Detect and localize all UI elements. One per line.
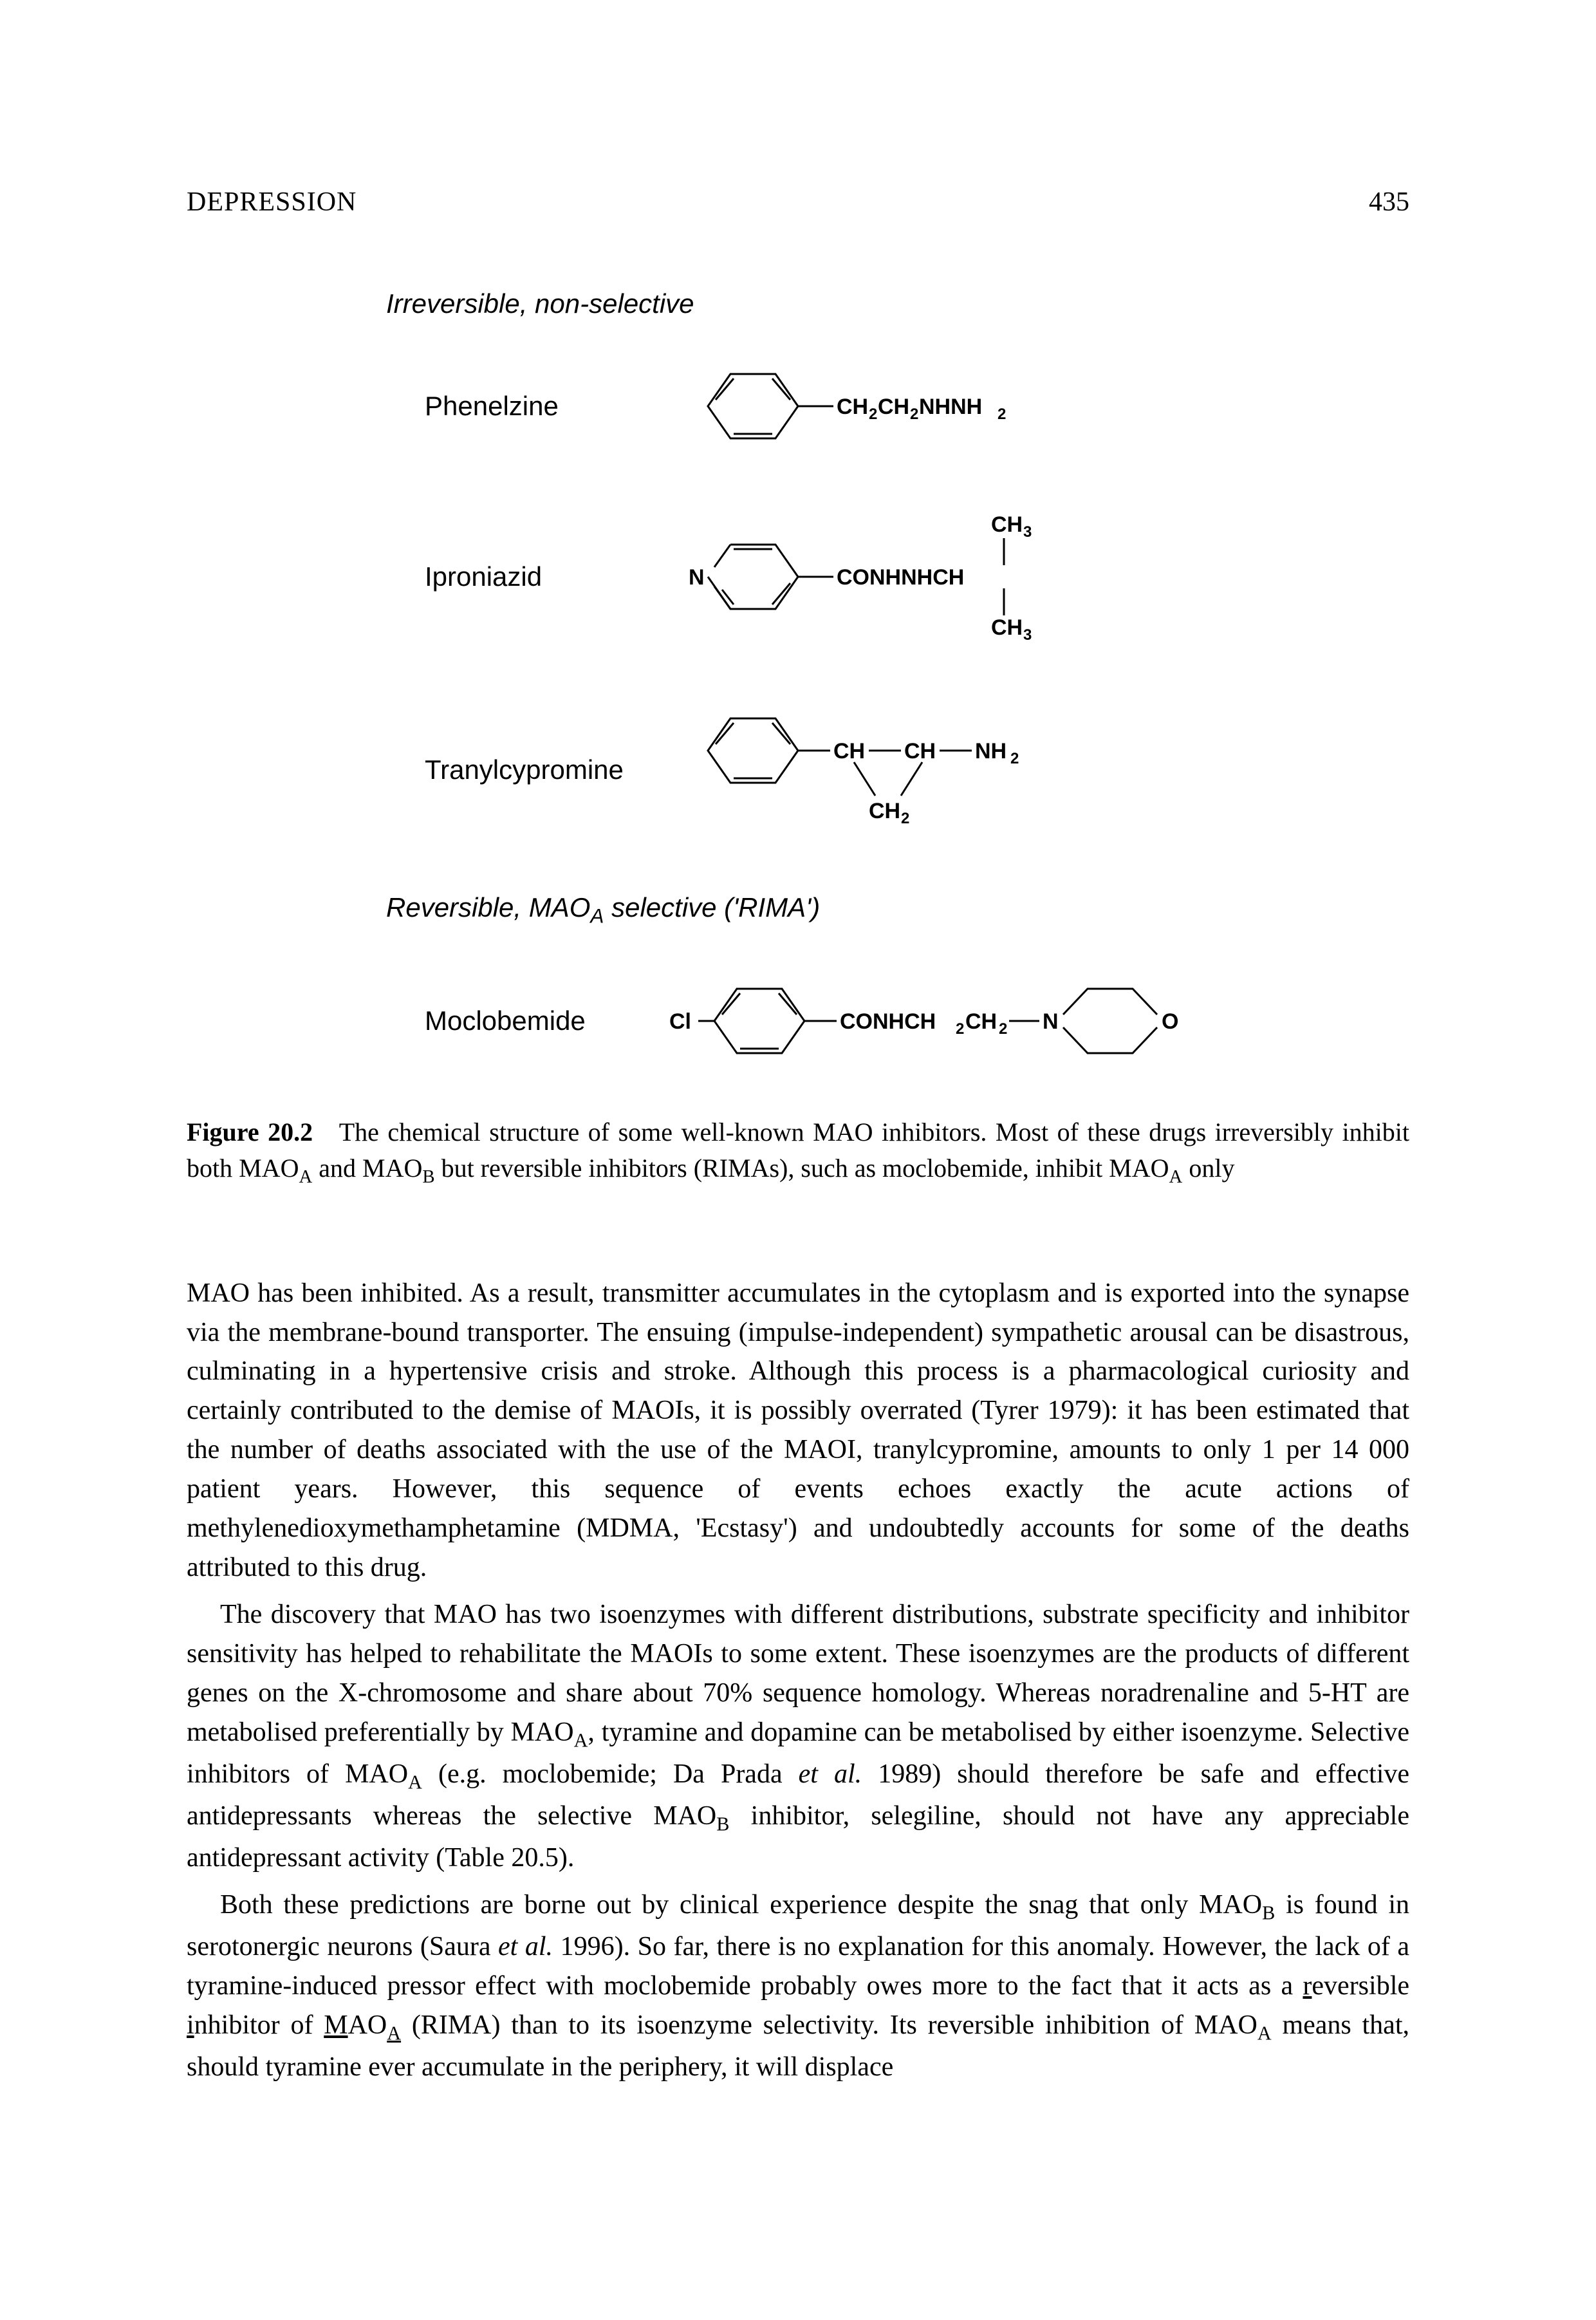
compound-iproniazid: Iproniazid N CONHNHCH CH 3 (425, 506, 1339, 648)
svg-text:2: 2 (869, 406, 877, 423)
page-number: 435 (1369, 187, 1409, 218)
figure-20-2: Irreversible, non-selective Phenelzine C… (257, 288, 1339, 1069)
svg-text:CONHCH: CONHCH (840, 1009, 936, 1034)
compound-label: Moclobemide (425, 1006, 669, 1036)
svg-text:N: N (1043, 1009, 1059, 1034)
figure-label: Figure 20.2 (187, 1118, 313, 1146)
svg-text:2: 2 (1010, 750, 1019, 767)
structure-moclobemide: Cl CONHCH 2 CH 2 N O (669, 973, 1339, 1069)
section-title: DEPRESSION (187, 187, 357, 218)
compound-label: Iproniazid (425, 561, 669, 592)
structure-iproniazid: N CONHNHCH CH 3 CH 3 (669, 506, 1339, 648)
svg-text:Cl: Cl (669, 1009, 691, 1034)
svg-text:2: 2 (901, 810, 909, 827)
figure-heading-2: Reversible, MAOA selective ('RIMA') (386, 892, 1339, 928)
svg-text:CH: CH (904, 739, 936, 763)
svg-text:3: 3 (1023, 523, 1032, 541)
chem-n-label: N (689, 565, 705, 590)
svg-text:2: 2 (910, 406, 918, 423)
svg-text:2: 2 (998, 406, 1006, 423)
body-paragraph-3: Both these predictions are borne out by … (187, 1885, 1409, 2087)
svg-text:NHNH: NHNH (919, 395, 982, 419)
body-paragraph-1: MAO has been inhibited. As a result, tra… (187, 1274, 1409, 1587)
compound-tranylcypromine: Tranylcypromine CH CH NH 2 CH (425, 706, 1339, 834)
svg-text:O: O (1162, 1009, 1178, 1034)
structure-phenelzine: CH 2 CH 2 NHNH 2 (669, 364, 1339, 448)
svg-text:CH: CH (991, 615, 1023, 640)
compound-moclobemide: Moclobemide Cl CONHCH 2 CH 2 N O (425, 973, 1339, 1069)
svg-text:3: 3 (1023, 626, 1032, 644)
page-header: DEPRESSION 435 (187, 187, 1409, 218)
chem-text: CH (837, 395, 868, 419)
compound-label: Tranylcypromine (425, 754, 669, 785)
svg-text:CH: CH (833, 739, 865, 763)
compound-phenelzine: Phenelzine CH 2 CH 2 NHNH 2 (425, 364, 1339, 448)
structure-tranylcypromine: CH CH NH 2 CH 2 (669, 706, 1339, 834)
svg-text:CH: CH (878, 395, 909, 419)
svg-text:2: 2 (999, 1020, 1007, 1038)
figure-caption: Figure 20.2 The chemical structure of so… (187, 1114, 1409, 1190)
svg-text:CH: CH (965, 1009, 997, 1034)
body-paragraph-2: The discovery that MAO has two isoenzyme… (187, 1595, 1409, 1878)
figure-heading-1: Irreversible, non-selective (386, 288, 1339, 319)
svg-text:2: 2 (956, 1020, 964, 1038)
svg-text:CH: CH (991, 512, 1023, 537)
compound-label: Phenelzine (425, 391, 669, 422)
svg-text:NH: NH (975, 739, 1007, 763)
svg-text:CONHNHCH: CONHNHCH (837, 565, 964, 590)
svg-text:CH: CH (869, 799, 900, 823)
